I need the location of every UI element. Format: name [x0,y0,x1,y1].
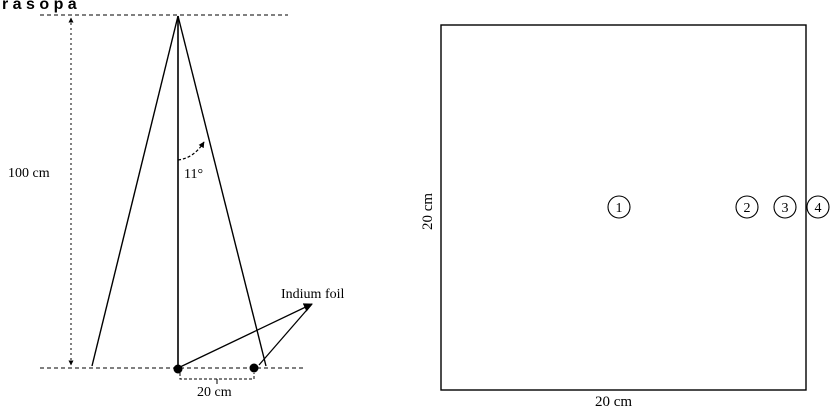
beam-geometry-figure: 100 cm 11° Indium foil 20 cm [4,14,344,400]
distance-label: 20 cm [197,385,232,400]
position-marker-4: 4 [806,195,830,219]
field-square-figure: 20 cm 20 cm 1 2 3 4 [420,24,830,410]
position-label-2: 2 [744,201,751,216]
distance-bracket [179,373,255,380]
angle-arc [177,141,205,161]
angle-label: 11° [184,167,203,182]
beam-right-edge [177,15,267,367]
field-square [440,24,807,391]
foil-label: Indium foil [281,287,344,302]
side-label: 20 cm [420,193,436,230]
position-marker-1: 1 [607,195,631,219]
position-label-3: 3 [782,201,789,216]
position-label-1: 1 [616,201,623,216]
position-marker-3: 3 [773,195,797,219]
header-fragment: r a s o p a [2,0,77,13]
height-label: 100 cm [8,166,50,181]
bottom-label: 20 cm [595,394,632,410]
offaxis-point-dot [249,363,259,373]
position-marker-2: 2 [735,195,759,219]
beam-left-edge [91,15,179,367]
height-label-bg [4,163,66,181]
position-label-4: 4 [815,201,822,216]
foil-arrow-from-offaxis [258,303,313,366]
foil-arrow-from-center [177,303,313,369]
